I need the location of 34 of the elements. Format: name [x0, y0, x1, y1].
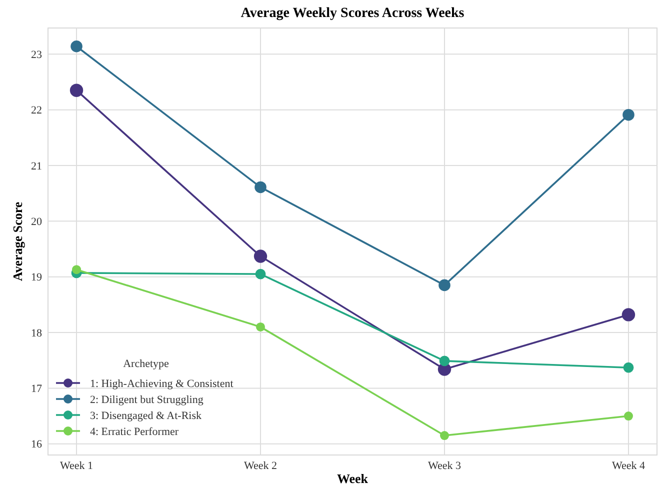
x-tick-label: Week 1: [60, 460, 94, 472]
point: [623, 362, 634, 373]
point: [254, 250, 268, 263]
y-tick-label: 17: [31, 383, 42, 396]
point: [256, 322, 266, 332]
x-axis-title: Week: [336, 471, 369, 486]
legend-label: 2: Diligent but Struggling: [90, 394, 204, 406]
y-tick-label: 20: [31, 216, 42, 228]
point: [70, 84, 84, 97]
x-tick-label: Week 2: [244, 460, 278, 472]
point: [439, 356, 450, 366]
x-tick-label: Week 4: [612, 460, 646, 472]
point: [72, 265, 82, 274]
point: [622, 308, 636, 322]
y-tick-label: 21: [31, 160, 42, 172]
y-tick-label: 22: [31, 104, 42, 117]
legend-label: 3: Disengaged & At-Risk: [90, 410, 202, 422]
y-tick-label: 16: [31, 438, 42, 451]
legend-title: Archetype: [123, 358, 170, 370]
chart-title: Average Weekly Scores Across Weeks: [240, 6, 465, 21]
y-tick-label: 19: [31, 272, 42, 284]
point: [622, 108, 634, 121]
y-axis-title: Average Score: [10, 202, 25, 282]
legend-label: 4: Erratic Performer: [90, 426, 179, 438]
point: [624, 412, 633, 421]
point: [254, 181, 266, 194]
point: [255, 268, 266, 280]
point: [70, 40, 82, 52]
y-tick-label: 18: [31, 327, 42, 340]
x-tick-label: Week 3: [428, 460, 462, 472]
point: [440, 431, 449, 440]
legend-label: 1: High-Achieving & Consistent: [90, 378, 234, 390]
y-tick-label: 23: [31, 49, 42, 62]
point: [438, 279, 450, 292]
